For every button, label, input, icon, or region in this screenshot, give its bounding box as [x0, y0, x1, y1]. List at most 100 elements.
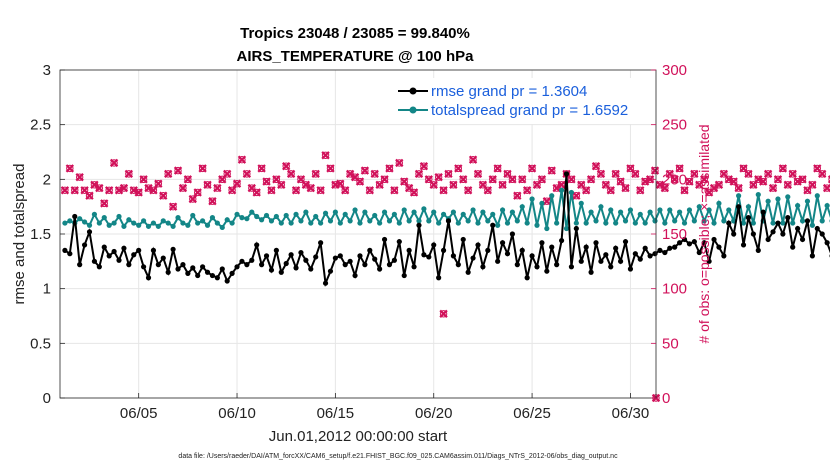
rmse-point [219, 266, 225, 272]
rmse-point [573, 225, 579, 232]
y2-tick-label: 200 [662, 171, 687, 188]
obs-possible-point [739, 164, 748, 173]
rmse-point [293, 265, 299, 271]
rmse-point [790, 244, 796, 250]
obs-possible-point [518, 175, 526, 184]
rmse-point [539, 240, 545, 246]
rmse-point [140, 264, 147, 270]
obs-assimilated-point [759, 177, 768, 186]
obs-assimilated-point [341, 186, 350, 195]
rmse-point [686, 241, 693, 247]
rmse-point [490, 222, 496, 228]
rmse-point [632, 251, 638, 257]
rmse-point [268, 267, 275, 273]
totalspread-point [318, 220, 324, 226]
rmse-point [554, 262, 560, 268]
totalspread-point [298, 218, 304, 224]
totalspread-point [214, 220, 220, 226]
rmse-point [150, 247, 157, 253]
rmse-point [745, 215, 752, 221]
obs-assimilated-point [149, 186, 158, 195]
obs-assimilated-point [591, 162, 601, 171]
obs-possible-point [528, 164, 536, 173]
totalspread-point [701, 218, 707, 224]
obs-possible-point [361, 166, 369, 175]
obs-possible-point [90, 181, 99, 189]
obs-possible-point [277, 181, 285, 189]
obs-assimilated-point [808, 180, 817, 189]
rmse-point [760, 209, 766, 215]
rmse-point [273, 247, 279, 253]
obs-assimilated-point [793, 177, 802, 186]
totalspread-point [121, 223, 127, 229]
obs-possible-point [715, 181, 723, 189]
obs-possible-point [213, 184, 222, 192]
obs-assimilated-point [572, 191, 581, 200]
totalspread-point [652, 218, 658, 224]
obs-possible-point [198, 164, 207, 173]
totalspread-point [170, 223, 176, 229]
obs-assimilated-point [159, 191, 168, 200]
obs-assimilated-point [109, 158, 119, 168]
obs-assimilated-point [527, 164, 537, 173]
obs-possible-point [164, 170, 172, 178]
totalspread-point [632, 220, 638, 226]
rmse-point [121, 245, 127, 251]
totalspread-point [254, 213, 260, 220]
rmse-point [332, 255, 338, 261]
obs-possible-point [626, 164, 635, 173]
rmse-point [465, 269, 471, 275]
obs-assimilated-point [463, 186, 473, 195]
obs-assimilated-point [734, 183, 743, 193]
legend-spread-marker [409, 106, 417, 114]
rmse-point [263, 253, 270, 259]
obs-assimilated-point [773, 175, 783, 184]
totalspread-point [804, 198, 811, 204]
totalspread-point [160, 218, 166, 224]
totalspread-point [617, 209, 624, 215]
obs-possible-point [208, 197, 217, 205]
totalspread-point [278, 220, 284, 226]
obs-assimilated-point [473, 169, 483, 179]
obs-assimilated-point [100, 199, 109, 208]
obs-possible-point [252, 188, 261, 197]
obs-assimilated-point [439, 186, 448, 195]
obs-assimilated-point [468, 155, 478, 164]
rmse-point [780, 231, 786, 237]
obs-possible-point [666, 170, 674, 178]
obs-possible-point [385, 164, 394, 173]
obs-possible-point [75, 173, 84, 181]
rmse-point [337, 253, 343, 259]
obs-assimilated-point [518, 175, 527, 184]
obs-assimilated-point [709, 183, 719, 193]
obs-possible-point [100, 199, 108, 208]
obs-assimilated-point [252, 188, 261, 197]
obs-possible-point [552, 184, 561, 192]
obs-possible-point [656, 181, 664, 189]
obs-possible-point [685, 177, 694, 186]
obs-possible-point [184, 175, 192, 184]
obs-assimilated-point [606, 186, 615, 195]
rmse-point [726, 220, 732, 226]
totalspread-point [386, 218, 393, 224]
obs-assimilated-point [513, 191, 522, 200]
rmse-point [450, 253, 456, 259]
rmse-point [116, 257, 122, 263]
obs-assimilated-point [655, 180, 665, 189]
y2-axis-label: # of obs: o=possible; ×=assimilated [696, 124, 712, 343]
obs-possible-point [105, 186, 113, 194]
rmse-point [804, 218, 811, 224]
rmse-point [352, 272, 358, 279]
totalspread-point [259, 217, 265, 223]
y-tick-label: 2 [43, 171, 51, 188]
totalspread-point [101, 215, 107, 221]
totalspread-point [347, 218, 353, 224]
obs-assimilated-point [139, 175, 148, 184]
totalspread-point [332, 209, 338, 215]
totalspread-point [465, 218, 471, 224]
obs-possible-point [789, 170, 797, 178]
totalspread-point [809, 222, 815, 228]
obs-possible-point [85, 192, 94, 200]
right-axis-ticks: 0 50 100 150 200 250 300 [651, 62, 687, 407]
